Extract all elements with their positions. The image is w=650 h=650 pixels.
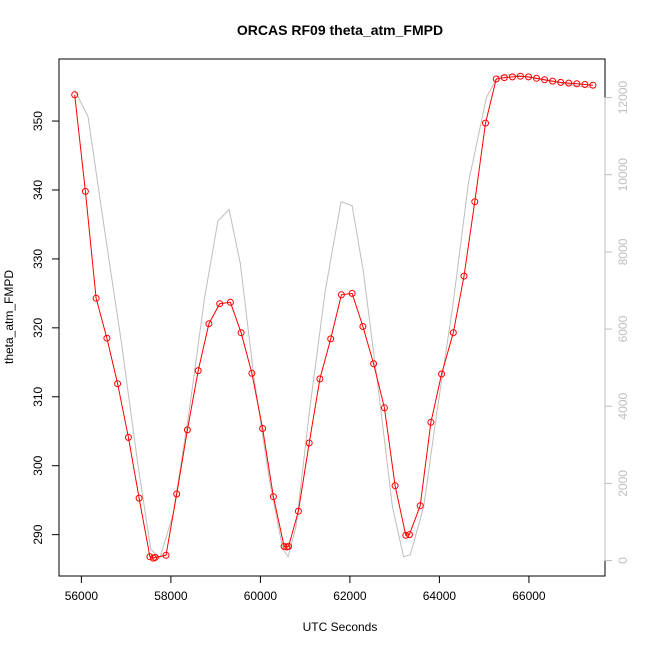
data-point xyxy=(305,439,313,447)
data-point xyxy=(135,494,143,502)
y-tick-label-right: 2000 xyxy=(616,470,630,497)
data-point xyxy=(449,329,457,337)
data-point xyxy=(533,74,540,82)
data-point xyxy=(348,289,356,297)
data-point xyxy=(492,75,500,83)
data-point xyxy=(549,77,557,85)
data-point xyxy=(114,380,122,388)
data-point xyxy=(589,81,597,89)
data-point xyxy=(500,74,508,82)
y-tick-label-right: 4000 xyxy=(616,393,630,420)
data-point xyxy=(370,360,378,368)
series-layer xyxy=(71,72,597,562)
data-point xyxy=(216,300,224,308)
data-point xyxy=(92,294,100,302)
data-point xyxy=(294,507,302,515)
data-point xyxy=(285,542,293,550)
x-tick-label: 60000 xyxy=(244,589,278,603)
data-point xyxy=(248,369,256,377)
data-point xyxy=(269,493,277,501)
y-tick-label-right: 10000 xyxy=(616,158,630,192)
y-tick-label-left: 330 xyxy=(31,249,45,269)
y-axis-right: 0 2000 4000 6000 8000 10000 12000 xyxy=(604,81,630,564)
x-tick-label: 62000 xyxy=(333,589,367,603)
data-point xyxy=(226,298,234,306)
data-point xyxy=(71,91,79,99)
x-tick-label: 66000 xyxy=(512,589,546,603)
series-line-right xyxy=(74,73,597,560)
data-point xyxy=(316,375,324,383)
data-point xyxy=(541,76,549,84)
y-tick-label-left: 350 xyxy=(31,111,45,131)
data-point xyxy=(280,542,288,550)
data-point xyxy=(124,433,132,441)
data-point xyxy=(146,553,154,561)
y-tick-label-left: 310 xyxy=(31,386,45,406)
data-point xyxy=(81,187,89,195)
data-point xyxy=(103,334,111,342)
data-point xyxy=(573,80,581,88)
y-tick-label-left: 300 xyxy=(31,455,45,475)
y-axis-left: 290 300 310 320 330 340 350 xyxy=(31,111,60,545)
y-tick-label-right: 8000 xyxy=(616,238,630,265)
data-point xyxy=(380,404,388,412)
data-point xyxy=(194,367,202,375)
y-tick-label-left: 340 xyxy=(31,180,45,200)
data-point xyxy=(416,502,424,510)
data-point xyxy=(337,291,345,299)
chart-title: ORCAS RF09 theta_atm_FMPD xyxy=(237,22,443,38)
y-tick-label-left: 290 xyxy=(31,524,45,544)
data-point xyxy=(162,551,170,559)
data-point xyxy=(581,81,589,88)
series-line-left xyxy=(74,75,593,559)
x-axis: 56000 58000 60000 62000 64000 66000 xyxy=(65,575,546,603)
data-point xyxy=(471,198,479,206)
data-point xyxy=(438,370,446,378)
plot-frame xyxy=(58,58,606,577)
data-point xyxy=(508,73,516,81)
x-tick-label: 58000 xyxy=(154,589,188,603)
y-tick-label-right: 12000 xyxy=(616,81,630,115)
data-point xyxy=(525,73,532,81)
data-point xyxy=(183,426,191,434)
data-point xyxy=(151,553,159,561)
data-point xyxy=(565,79,573,87)
x-tick-label: 56000 xyxy=(65,589,99,603)
data-point xyxy=(460,272,468,280)
data-point xyxy=(391,482,399,490)
data-point xyxy=(557,78,565,86)
y-axis-label: theta_atm_FMPD xyxy=(2,270,16,364)
data-point xyxy=(237,329,245,337)
data-point xyxy=(516,72,524,80)
data-point xyxy=(359,323,367,330)
y-tick-label-right: 0 xyxy=(616,557,630,564)
data-point xyxy=(402,531,410,539)
x-axis-label: UTC Seconds xyxy=(303,620,378,634)
data-point xyxy=(482,119,489,127)
data-point xyxy=(205,320,213,328)
y-tick-label-right: 6000 xyxy=(616,315,630,342)
data-point xyxy=(173,490,181,498)
x-tick-label: 64000 xyxy=(423,589,457,603)
data-point xyxy=(427,418,435,426)
data-point xyxy=(259,425,267,432)
y-tick-label-left: 320 xyxy=(31,318,45,338)
data-point xyxy=(405,531,413,539)
data-point xyxy=(327,335,335,343)
